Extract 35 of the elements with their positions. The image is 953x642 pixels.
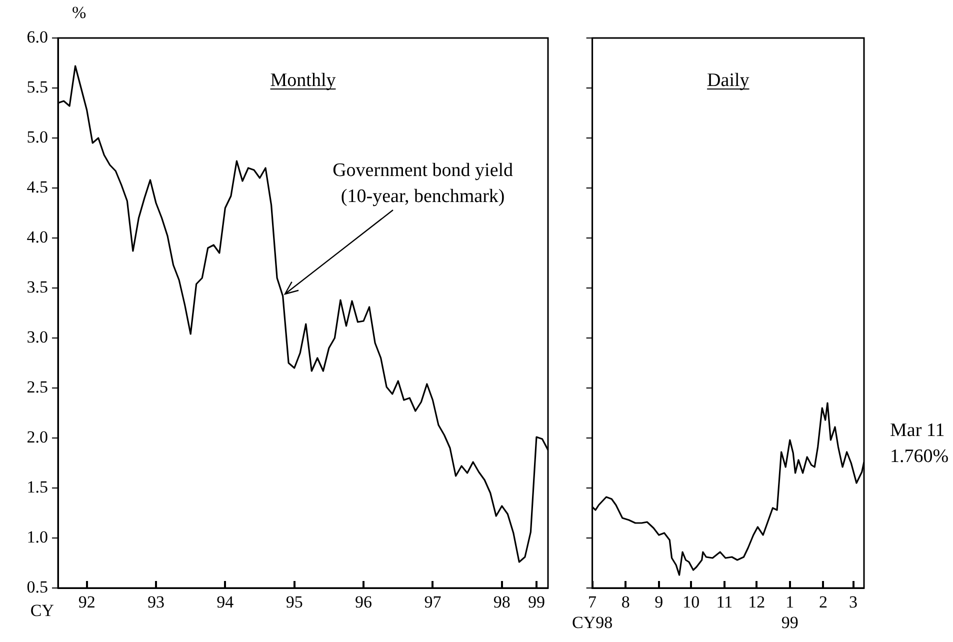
- y-tick-label: 5.0: [26, 127, 48, 146]
- y-axis-title: %: [72, 3, 86, 22]
- x-tick-label: 8: [621, 592, 630, 612]
- x-tick-label: 7 CY98: [572, 592, 613, 632]
- x-tick-label: 10: [682, 592, 700, 612]
- x-axis-title: CY: [30, 601, 54, 620]
- x-tick-label: 92: [78, 592, 96, 612]
- y-tick-label: 3.0: [26, 327, 48, 346]
- y-tick-label: 1.5: [26, 477, 48, 496]
- x-tick-label: 2: [818, 592, 828, 612]
- x-tick-label: 1 99: [781, 592, 798, 632]
- y-tick-label: 2.0: [26, 427, 48, 446]
- text: Monthly: [270, 70, 336, 91]
- x-tick-label: 98: [493, 592, 510, 612]
- x-tick-label: 9: [654, 592, 664, 612]
- x-tick-label: 99: [528, 592, 545, 612]
- x-tick-label: 3: [849, 592, 858, 612]
- y-tick-label: 4.5: [26, 177, 48, 196]
- annotation: Mar 11 1.760%: [890, 420, 949, 467]
- x-tick-label: 94: [216, 592, 234, 612]
- y-tick-label: 5.5: [26, 77, 48, 96]
- text: Daily: [707, 70, 750, 91]
- x-tick-label: 97: [424, 592, 442, 612]
- y-tick-label: 3.5: [26, 277, 48, 296]
- x-tick-label: 12: [748, 592, 766, 612]
- x-tick-label: 96: [355, 592, 372, 612]
- y-tick-label: 6.0: [26, 27, 48, 46]
- y-tick-label: 0.5: [26, 577, 48, 596]
- y-tick-label: 4.0: [26, 227, 48, 246]
- x-tick-label: 11: [716, 592, 733, 612]
- annotation: Government bond yield (10-year, benchmark): [332, 160, 514, 207]
- x-tick-label: 95: [286, 592, 303, 612]
- y-tick-label: 1.0: [26, 527, 48, 546]
- y-tick-label: 2.5: [26, 377, 48, 396]
- x-tick-label: 93: [148, 592, 164, 612]
